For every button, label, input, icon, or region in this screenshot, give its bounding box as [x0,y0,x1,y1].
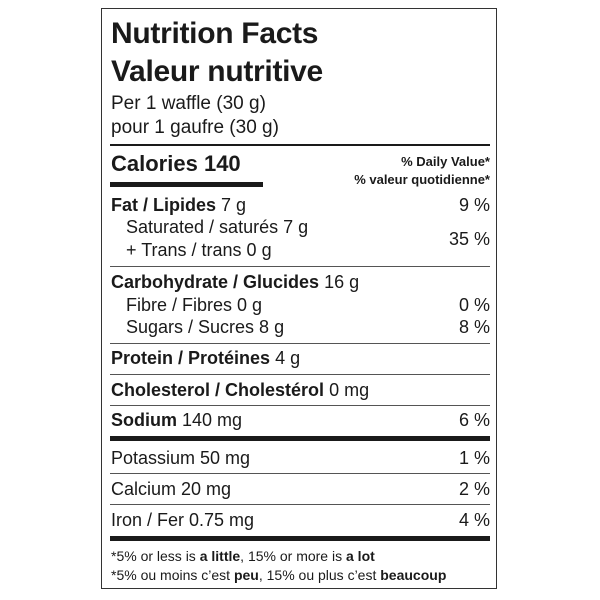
thick-divider [110,536,490,541]
calories: Calories 140 [111,153,241,175]
divider [110,473,490,475]
title-english: Nutrition Facts [111,17,319,50]
calcium-row: Calcium 20 mg [111,479,232,499]
fat-row: Fat / Lipides 7 g [111,195,247,215]
nutrition-facts-panel [101,8,497,589]
saturated-row: Saturated / saturés 7 g [126,217,309,237]
footnote-english: *5% or less is a little, 15% or more is … [111,548,375,564]
cholesterol-row: Cholesterol / Cholestérol 0 mg [111,380,370,400]
calories-value: 140 [203,151,241,176]
trans-row: + Trans / trans 0 g [126,240,272,260]
serving-size-french: pour 1 gaufre (30 g) [111,117,279,138]
calories-label: Calories [111,151,198,176]
thick-divider [110,436,490,441]
serving-size-english: Per 1 waffle (30 g) [111,93,266,114]
calcium-dv: 2 % [458,479,490,499]
potassium-row: Potassium 50 mg [111,448,251,468]
protein-row: Protein / Protéines 4 g [111,348,301,368]
sugars-row: Sugars / Sucres 8 g [126,317,285,337]
divider [110,144,490,146]
sodium-dv: 6 % [458,410,490,430]
iron-row: Iron / Fer 0.75 mg [111,510,255,530]
potassium-dv: 1 % [458,448,490,468]
divider [110,405,490,407]
sodium-row: Sodium 140 mg [111,410,243,430]
carbohydrate-row: Carbohydrate / Glucides 16 g [111,272,360,292]
sugars-dv: 8 % [458,317,490,337]
iron-dv: 4 % [458,510,490,530]
daily-value-header-english: % Daily Value* [401,154,490,169]
divider [110,343,490,345]
divider [110,504,490,506]
calories-bar [110,182,263,187]
fibre-dv: 0 % [458,295,490,315]
title-french: Valeur nutritive [111,55,323,88]
fibre-row: Fibre / Fibres 0 g [126,295,263,315]
divider [110,266,490,268]
daily-value-header-french: % valeur quotidienne* [354,172,490,187]
saturated-trans-dv: 35 % [448,229,490,249]
footnote-french: *5% ou moins c’est peu, 15% ou plus c’es… [111,567,447,583]
fat-dv: 9 % [458,195,490,215]
divider [110,374,490,376]
